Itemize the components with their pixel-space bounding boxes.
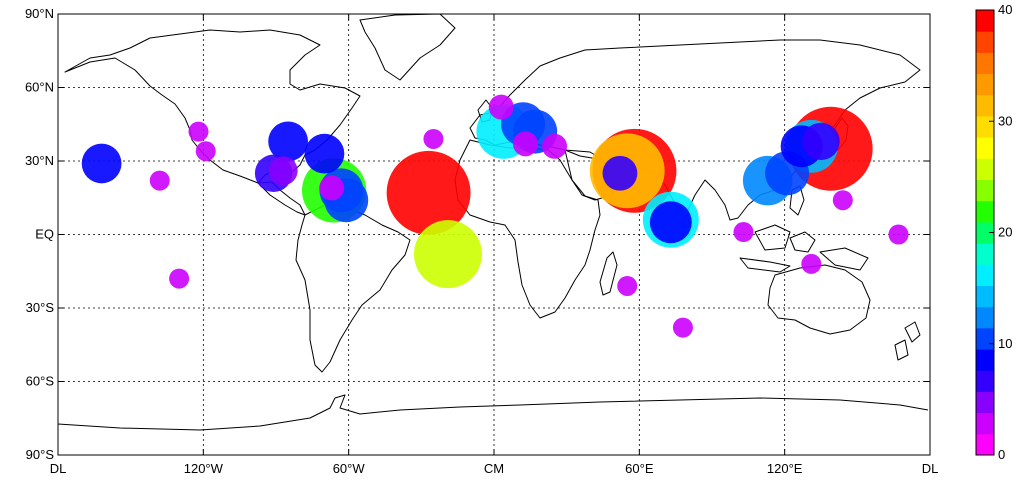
data-bubble xyxy=(617,275,638,296)
colorbar-swatch xyxy=(976,221,994,244)
colorbar-swatch xyxy=(976,391,994,414)
south-america-coastline xyxy=(295,204,411,373)
lon-tick-label: 120°E xyxy=(767,461,803,476)
data-bubble xyxy=(832,190,853,211)
colorbar-swatch xyxy=(976,115,994,138)
colorbar-swatch xyxy=(976,94,994,117)
bubbles-layer xyxy=(81,94,909,338)
lon-tick-label: 60°W xyxy=(333,461,366,476)
lon-tick-label: CM xyxy=(484,461,504,476)
new-guinea-coastline xyxy=(819,247,869,271)
colorbar-swatch xyxy=(976,285,994,308)
data-bubble xyxy=(649,201,692,244)
colorbar: 0 10 20 30 40 xyxy=(975,2,1012,462)
data-bubble xyxy=(802,122,840,161)
lat-tick-label: 60°S xyxy=(26,374,55,389)
data-bubble xyxy=(169,268,190,289)
data-bubble xyxy=(188,121,209,142)
colorbar-swatch xyxy=(976,10,994,32)
data-bubble xyxy=(423,128,444,149)
colorbar-swatch xyxy=(976,31,994,53)
lat-tick-label: 60°N xyxy=(25,80,54,95)
data-bubble xyxy=(513,131,538,157)
colorbar-swatch xyxy=(976,433,994,456)
greenland-coastline xyxy=(359,13,456,81)
colorbar-swatch xyxy=(976,200,994,223)
data-bubble xyxy=(195,141,216,162)
colorbar-tick-label: 20 xyxy=(998,225,1012,240)
latitude-labels: 90°N 60°N 30°N EQ 30°S 60°S 90°S xyxy=(25,6,930,462)
madagascar-coastline xyxy=(599,251,618,296)
data-bubble xyxy=(268,156,298,186)
lon-tick-label: 120°W xyxy=(184,461,224,476)
antarctica-coastline xyxy=(57,394,929,431)
data-bubble xyxy=(602,155,638,191)
colorbar-swatch xyxy=(976,243,994,265)
data-bubble xyxy=(413,220,482,289)
lat-tick-label: 90°N xyxy=(25,6,54,21)
data-bubble xyxy=(81,143,122,184)
australia-coastline xyxy=(767,264,871,335)
colorbar-tick-label: 40 xyxy=(998,2,1012,17)
colorbar-swatch xyxy=(976,306,994,329)
lat-tick-label: 30°S xyxy=(26,300,55,315)
colorbar-swatch xyxy=(976,73,994,96)
data-bubble xyxy=(386,150,471,235)
graticule xyxy=(58,14,930,455)
data-bubble xyxy=(733,222,754,243)
data-bubble xyxy=(149,170,170,191)
data-bubble xyxy=(304,133,345,174)
lat-tick-label: 90°S xyxy=(26,447,55,462)
colorbar-swatch xyxy=(976,327,994,350)
colorbar-swatch xyxy=(976,370,994,392)
coastlines xyxy=(57,13,929,431)
lon-tick-label: DL xyxy=(50,461,67,476)
maritime-southeast-asia-coastline xyxy=(739,224,816,273)
lat-tick-label: EQ xyxy=(35,227,54,242)
colorbar-swatch xyxy=(976,264,994,286)
data-bubble xyxy=(268,121,308,162)
new-zealand-coastline xyxy=(894,321,921,361)
colorbar-swatch xyxy=(976,52,994,75)
data-bubble xyxy=(672,317,693,338)
data-bubble xyxy=(319,175,345,201)
data-bubble xyxy=(801,253,822,274)
colorbar-tick-label: 0 xyxy=(998,447,1005,462)
lon-tick-label: DL xyxy=(922,461,939,476)
colorbar-tick-label: 10 xyxy=(998,336,1012,351)
colorbar-swatch xyxy=(976,412,994,435)
data-bubble xyxy=(888,224,909,245)
colorbar-swatch xyxy=(976,158,994,181)
lon-tick-label: 60°E xyxy=(625,461,654,476)
africa-coastline xyxy=(454,139,601,319)
colorbar-tick-label: 30 xyxy=(998,113,1012,128)
data-bubble xyxy=(488,94,514,120)
data-bubble xyxy=(542,133,568,159)
colorbar-swatch xyxy=(976,179,994,202)
lat-tick-label: 30°N xyxy=(25,153,54,168)
colorbar-swatch xyxy=(976,349,994,371)
colorbar-swatch xyxy=(976,137,994,159)
longitude-labels: DL 120°W 60°W CM 60°E 120°E DL xyxy=(50,14,939,476)
